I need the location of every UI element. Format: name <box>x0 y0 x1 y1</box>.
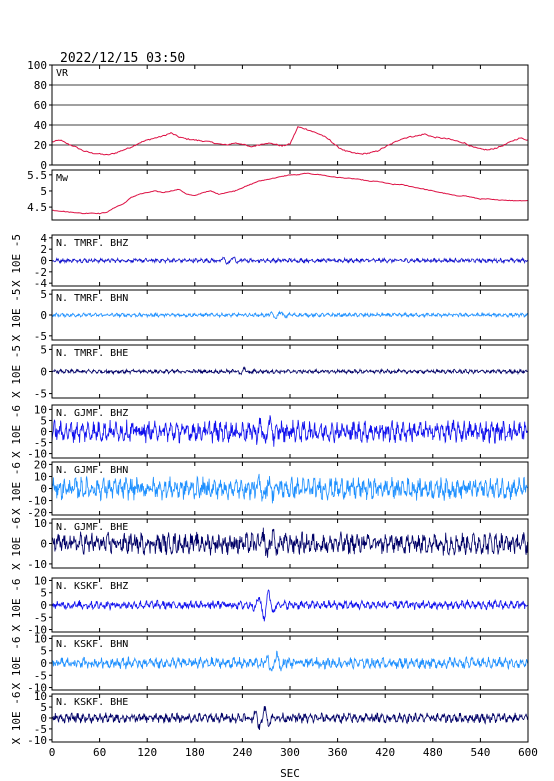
series-line <box>51 256 528 265</box>
x-tick-label: 180 <box>185 746 205 759</box>
x-tick-label: 240 <box>232 746 252 759</box>
x-axis-label: SEC <box>280 767 300 780</box>
datetime-header: 2022/12/15 03:50 <box>60 51 185 66</box>
y-tick-label: 20 <box>34 458 47 471</box>
series-line <box>51 310 528 320</box>
series-line <box>51 650 528 672</box>
y-tick-label: -10 <box>27 682 47 695</box>
panel-label: N. GJMF. BHZ <box>56 408 128 419</box>
y-axis-label: X 10E -6 <box>10 579 23 632</box>
panel-frame <box>51 169 529 221</box>
y-tick-label: -4 <box>34 277 48 290</box>
x-tick-label: 540 <box>470 746 490 759</box>
y-axis-label: X 10E -6 <box>10 637 23 690</box>
y-axis-label: X 10E -5 <box>10 289 23 342</box>
y-tick-label: 0 <box>40 309 47 322</box>
series-line <box>51 527 528 558</box>
y-tick-label: 10 <box>34 517 47 530</box>
y-tick-label: 5 <box>40 185 47 198</box>
y-tick-label: 0 <box>40 599 47 612</box>
y-tick-label: 5 <box>40 701 47 714</box>
y-tick-label: 10 <box>34 403 47 416</box>
y-tick-label: 0 <box>40 712 47 725</box>
y-tick-label: 0 <box>40 366 47 379</box>
y-axis-label: X 10E -5 <box>10 234 23 287</box>
y-tick-label: 5 <box>40 414 47 427</box>
y-tick-label: -10 <box>27 495 47 508</box>
y-tick-label: 10 <box>34 574 47 587</box>
x-tick-label: 60 <box>93 746 106 759</box>
y-tick-label: -10 <box>27 448 47 461</box>
x-tick-label: 480 <box>423 746 443 759</box>
y-axis-label: X 10E -6 <box>10 405 23 458</box>
y-tick-label: -2 <box>34 266 47 279</box>
y-tick-label: 40 <box>34 119 47 132</box>
y-tick-label: 100 <box>27 59 47 72</box>
panel-label: N. TMRF. BHN <box>56 293 128 304</box>
x-tick-label: 300 <box>280 746 300 759</box>
panel-label: Mw <box>56 173 69 184</box>
panel-label: N. TMRF. BHZ <box>56 238 128 249</box>
y-tick-label: 4 <box>40 232 47 245</box>
x-tick-label: 120 <box>137 746 157 759</box>
panel-label: VR <box>56 68 69 79</box>
y-tick-label: -10 <box>27 558 47 571</box>
y-tick-label: 60 <box>34 99 47 112</box>
y-tick-label: -10 <box>27 624 47 637</box>
y-axis-label: X 10E -5 <box>10 345 23 398</box>
y-tick-label: 5 <box>40 343 47 356</box>
y-tick-label: 0 <box>40 538 47 551</box>
y-tick-label: 10 <box>34 632 47 645</box>
y-tick-label: 0 <box>40 426 47 439</box>
y-tick-label: 4.5 <box>27 201 47 214</box>
x-tick-label: 360 <box>328 746 348 759</box>
series-line <box>51 706 528 731</box>
y-axis-label: X 10E -6 <box>10 517 23 570</box>
x-tick-label: 0 <box>49 746 56 759</box>
y-tick-label: -5 <box>34 437 47 450</box>
y-tick-label: 20 <box>34 139 47 152</box>
y-tick-label: 2 <box>40 243 47 256</box>
panel-label: N. TMRF. BHE <box>56 348 128 359</box>
y-tick-label: -5 <box>34 611 47 624</box>
series-line <box>51 473 528 504</box>
y-tick-label: -5 <box>34 669 47 682</box>
y-tick-label: 10 <box>34 470 47 483</box>
y-tick-label: -5 <box>34 388 47 401</box>
y-tick-label: 5 <box>40 645 47 658</box>
y-tick-label: -20 <box>27 507 47 520</box>
y-tick-label: 0 <box>40 255 47 268</box>
series-line <box>51 366 528 376</box>
series-line <box>51 126 529 156</box>
y-tick-label: 80 <box>34 79 47 92</box>
y-tick-label: -5 <box>34 330 47 343</box>
y-tick-label: 5 <box>40 288 47 301</box>
y-tick-label: -10 <box>27 734 47 747</box>
panel-label: N. KSKF. BHN <box>56 639 128 650</box>
panel-label: N. KSKF. BHZ <box>56 581 128 592</box>
y-tick-label: 10 <box>34 690 47 703</box>
y-tick-label: 0 <box>40 483 47 496</box>
x-tick-label: 600 <box>518 746 538 759</box>
series-line <box>52 172 529 215</box>
y-tick-label: 5.5 <box>27 169 47 182</box>
y-axis-label: X 10E -6 <box>10 462 23 515</box>
y-axis-label: X 10E -6 <box>10 692 23 745</box>
panel-label: N. GJMF. BHN <box>56 465 128 476</box>
panel-label: N. KSKF. BHE <box>56 697 128 708</box>
y-tick-label: -5 <box>34 723 47 736</box>
panel-label: N. GJMF. BHE <box>56 522 128 533</box>
x-tick-label: 420 <box>375 746 395 759</box>
y-tick-label: 0 <box>40 657 47 670</box>
y-tick-label: 5 <box>40 587 47 600</box>
series-line <box>51 589 528 622</box>
y-tick-label: 0 <box>40 159 47 172</box>
series-line <box>51 415 528 447</box>
